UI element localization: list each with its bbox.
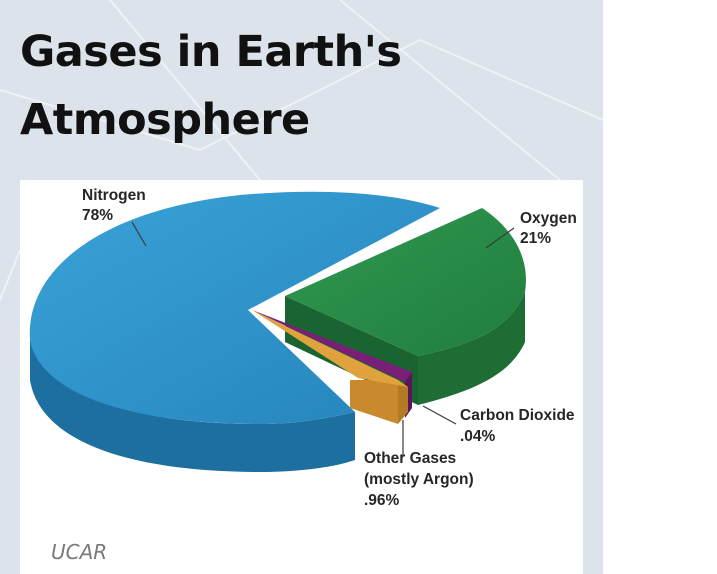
source-caption: UCAR [51, 540, 108, 564]
chart-card: Nitrogen 78% Oxygen 21% Carbon Dioxide .… [20, 180, 583, 574]
label-other-gases-value: .96% [364, 492, 400, 509]
pie-slice-nitrogen [29, 191, 440, 472]
page-title: Gases in Earth's Atmosphere [20, 18, 402, 154]
network-pattern-background [0, 0, 603, 301]
label-other-gases-name: Other Gases [364, 450, 456, 467]
label-nitrogen-name: Nitrogen [82, 187, 146, 204]
label-carbon-dioxide-name: Carbon Dioxide [460, 407, 575, 424]
label-oxygen-name: Oxygen [520, 210, 577, 227]
label-carbon-dioxide-value: .04% [460, 428, 496, 445]
pie-chart: Nitrogen 78% Oxygen 21% Carbon Dioxide .… [29, 187, 577, 509]
background-panel: Gases in Earth's Atmosphere [0, 0, 603, 574]
leader-line-nitrogen [131, 221, 147, 247]
title-line-1: Gases in Earth's [20, 27, 402, 77]
title-line-2: Atmosphere [20, 95, 310, 145]
label-nitrogen-value: 78% [82, 207, 113, 224]
label-oxygen-value: 21% [520, 230, 551, 247]
leader-line-carbon-dioxide [422, 405, 457, 425]
label-other-gases-name-line2: (mostly Argon) [364, 471, 474, 488]
pie-slice-other-gases [252, 310, 408, 424]
leader-line-oxygen [485, 227, 515, 249]
